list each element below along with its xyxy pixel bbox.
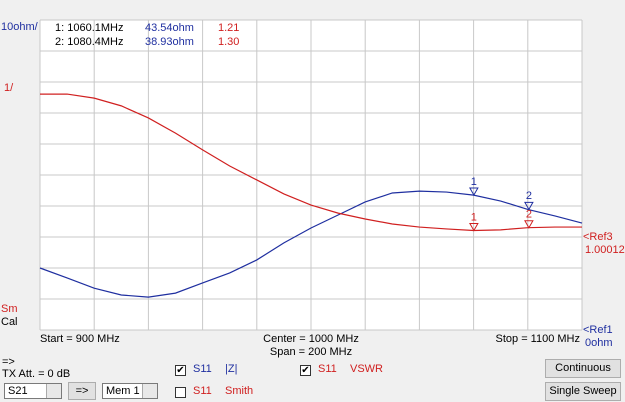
ref1-value: 0ohm [585,337,613,349]
memory-select[interactable]: Mem 1 [102,383,158,399]
checkbox[interactable]: ✔ [175,365,186,376]
marker-id: 1 [471,211,477,223]
check-label: |Z| [225,363,238,375]
marker-freq: 2: 1080.4MHz [55,36,123,48]
check-label: VSWR [350,363,383,375]
marker-id: 1 [471,176,477,188]
check-param: S11 [193,363,212,375]
sm-label: Sm [1,303,18,315]
checkbox[interactable]: ✔ [300,365,311,376]
ref3-label: <Ref3 [583,231,613,243]
start-label: Start = 900 MHz [40,333,120,345]
marker [469,222,479,232]
blue-scale: 10ohm/ [1,21,39,33]
cal-label: Cal [1,316,18,328]
check-param: S11 [193,385,212,397]
marker [469,187,479,197]
tx-att: TX Att. = 0 dB [2,368,71,380]
trace [39,190,583,298]
continuous-button[interactable]: Continuous [545,359,621,378]
marker-id: 2 [526,209,532,221]
ref3-value: 1.00012 [585,244,625,256]
ref1-label: <Ref1 [583,324,613,336]
marker [524,201,534,211]
red-scale: 1/ [4,82,14,94]
span-label: Span = 200 MHz [270,346,352,358]
check-param: S11 [318,363,337,375]
arrow-label: => [2,356,15,368]
check-label: Smith [225,385,254,397]
stop-label: Stop = 1100 MHz [496,333,580,345]
marker-z: 38.93ohm [145,36,194,48]
center-label: Center = 1000 MHz [263,333,359,345]
marker-vswr: 1.30 [218,36,239,48]
port-select[interactable]: S21 [4,383,62,399]
checkbox[interactable] [175,387,186,398]
marker [524,220,534,229]
marker-vswr: 1.21 [218,22,239,34]
marker-z: 43.54ohm [145,22,194,34]
arrow-button[interactable]: => [68,382,96,400]
single-sweep-button[interactable]: Single Sweep [545,382,621,401]
marker-id: 2 [526,190,532,202]
trace [40,93,582,232]
marker-freq: 1: 1060.1MHz [55,22,123,34]
